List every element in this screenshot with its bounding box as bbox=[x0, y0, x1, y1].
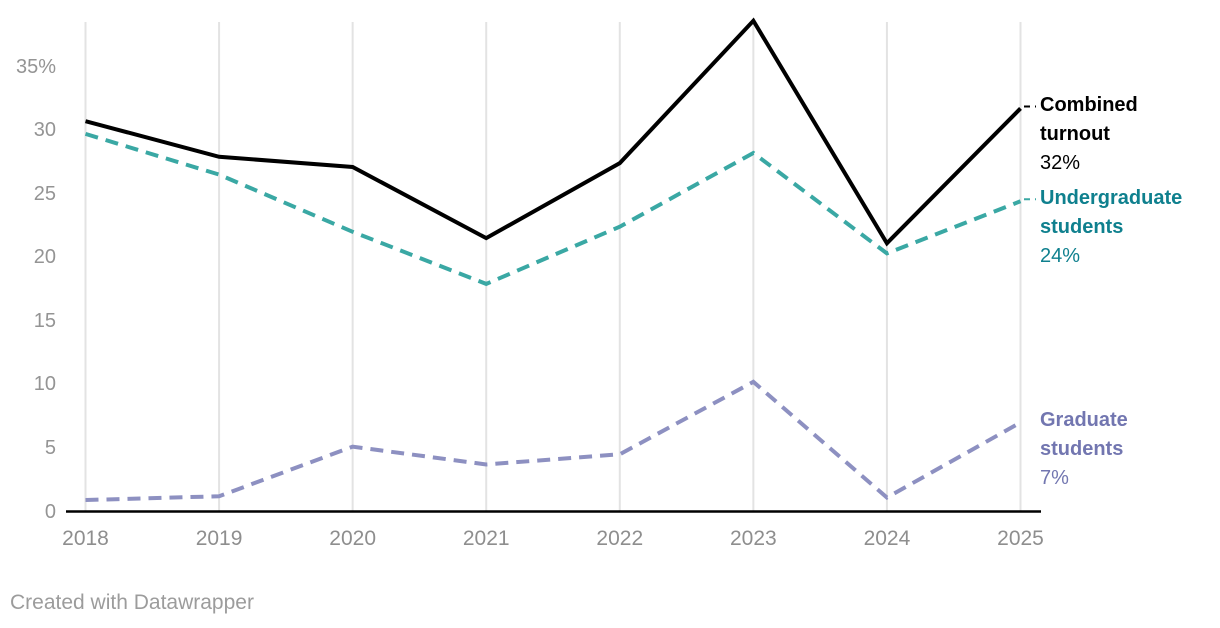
y-tick-30: 30 bbox=[33, 119, 56, 142]
combined-turnout-label-name: Combined turnout bbox=[1040, 94, 1138, 146]
undergraduate-students-line bbox=[84, 131, 1022, 287]
y-tick-15: 15 bbox=[33, 309, 56, 332]
y-tick-5: 5 bbox=[44, 436, 56, 459]
y-tick-10: 10 bbox=[33, 373, 56, 396]
y-tick-0: 0 bbox=[44, 500, 56, 523]
graduate-students-line bbox=[85, 379, 1022, 503]
x-tick-2019: 2019 bbox=[195, 527, 243, 550]
x-tick-2021: 2021 bbox=[462, 527, 510, 550]
x-tick-2018: 2018 bbox=[62, 527, 109, 550]
combined-turnout-label: Combined turnout 32% bbox=[1040, 91, 1198, 178]
combined-turnout-line bbox=[84, 17, 1022, 247]
graduate-students-label-name: Graduate students bbox=[1040, 408, 1128, 460]
graduate-students-label: Graduate students 7% bbox=[1040, 406, 1198, 493]
undergraduate-students-label: Undergraduate students 24% bbox=[1040, 184, 1198, 271]
undergraduate-students-label-value: 24% bbox=[1040, 245, 1081, 268]
undergraduate-students-label-name: Undergraduate students bbox=[1040, 187, 1183, 239]
x-tick-2020: 2020 bbox=[329, 527, 376, 550]
y-tick-20: 20 bbox=[33, 246, 56, 269]
combined-turnout-label-value: 32% bbox=[1040, 152, 1081, 175]
graduate-students-label-value: 7% bbox=[1040, 466, 1069, 489]
y-tick-25: 25 bbox=[33, 182, 56, 205]
x-tick-2024: 2024 bbox=[863, 527, 911, 550]
y-tick-35: 35% bbox=[15, 55, 56, 78]
x-tick-2023: 2023 bbox=[729, 527, 777, 550]
x-tick-2022: 2022 bbox=[596, 527, 644, 550]
datawrapper-credit-link[interactable]: Created with Datawrapper bbox=[10, 591, 254, 614]
x-tick-2025: 2025 bbox=[997, 527, 1044, 550]
